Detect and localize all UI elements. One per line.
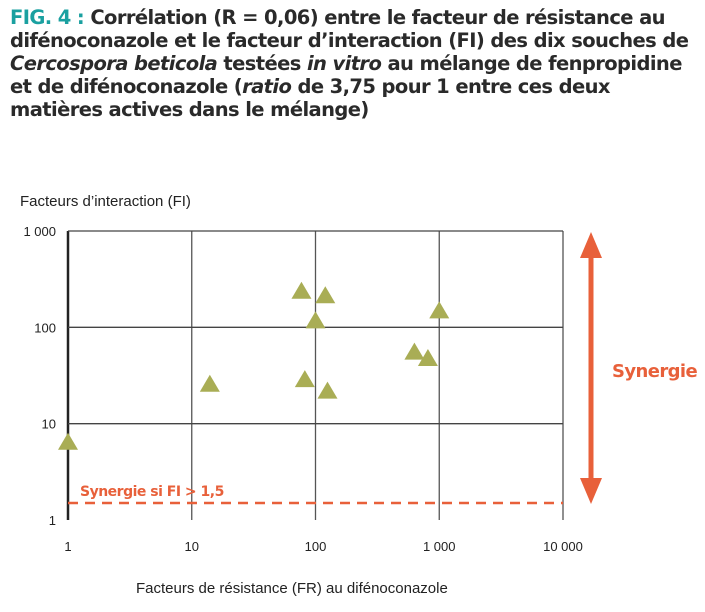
data-point [315,286,336,304]
y-tick-label: 10 [42,417,56,432]
title-text: au mélange de fenpropidine et de difénoc… [10,52,682,98]
y-tick-label: 100 [34,320,56,335]
data-point [404,342,425,360]
data-point [429,301,450,319]
y-axis-label: Facteurs d’interaction (FI) [20,193,191,210]
grid [66,230,564,520]
data-point [294,370,315,388]
title-invitro: in vitro [306,52,382,75]
x-tick-label: 1 000 [423,539,456,554]
figure-number: FIG. 4 : [10,6,85,29]
x-tick-label: 10 [185,539,199,554]
title-ratio: ratio [242,75,292,98]
synergy-label: Synergie [612,361,697,382]
x-tick-label: 100 [305,539,327,554]
tick-labels: 1 10 100 1 000 10 000 1 10 100 1 000 [23,224,582,554]
x-axis-label: Facteurs de résistance (FR) au difénocon… [136,580,448,597]
data-point [305,311,326,329]
title-species: Cercospora beticola [10,52,218,75]
data-point [58,432,78,450]
data-points [58,281,450,450]
title-text: de 3,75 pour 1 entre ces deux matières a… [10,75,610,121]
title-text: Corrélation (R = 0,06) entre le facteur … [10,6,689,52]
title-text: testées [217,52,307,75]
data-point [317,381,338,399]
data-point [291,281,312,299]
y-tick-label: 1 000 [23,224,56,239]
synergy-threshold-label: Synergie si FI > 1,5 [80,484,224,500]
y-tick-label: 1 [49,513,56,528]
x-tick-label: 1 [64,539,71,554]
x-tick-label: 10 000 [543,539,583,554]
data-point [417,349,438,367]
synergy-arrow [580,232,602,504]
figure-title: FIG. 4 : Corrélation (R = 0,06) entre le… [10,6,700,121]
data-point [199,374,220,392]
